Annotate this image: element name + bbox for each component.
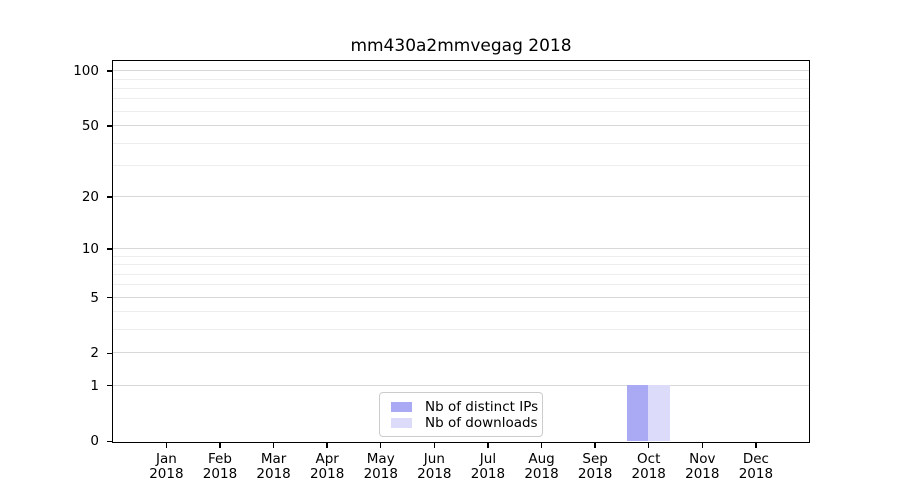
y-tick-label: 20 [81, 189, 99, 206]
bar-downloads [648, 385, 670, 441]
legend-label-downloads: Nb of downloads [425, 415, 538, 431]
x-tick-mark [701, 443, 703, 448]
minor-gridline [113, 284, 809, 286]
x-tick-month: Sep [582, 451, 608, 467]
minor-gridline [113, 273, 809, 275]
y-tick-label: 50 [81, 117, 99, 134]
x-tick-year: 2018 [577, 465, 613, 482]
x-tick-mark [326, 443, 328, 448]
x-axis: Jan 2018 Feb 2018 Mar 2018 Apr 2018 May 2018 Jun 20… [112, 443, 810, 498]
minor-gridline [113, 255, 809, 257]
x-tick-label: Aug 2018 [507, 452, 577, 481]
plot-area [112, 60, 810, 443]
x-tick-label: Jan 2018 [131, 452, 201, 481]
minor-gridline [113, 311, 809, 313]
x-tick-mark [380, 443, 382, 448]
y-tick-mark [107, 352, 112, 354]
major-gridline [113, 70, 809, 72]
x-tick-year: 2018 [631, 465, 666, 482]
minor-gridline [113, 142, 809, 144]
y-tick-mark [107, 125, 112, 127]
y-tick-label: 0 [90, 433, 99, 450]
minor-gridline [113, 264, 809, 266]
major-gridline [113, 248, 809, 250]
major-gridline [113, 296, 809, 298]
x-tick-year: 2018 [685, 465, 720, 482]
major-gridline [113, 125, 809, 127]
x-tick-month: Dec [742, 451, 769, 467]
major-gridline [113, 384, 809, 386]
y-tick-mark [107, 385, 112, 387]
minor-gridline [113, 87, 809, 89]
legend-swatch-distinct-ips [391, 402, 412, 412]
x-tick-year: 2018 [202, 465, 238, 482]
chart-title: mm430a2mmvegag 2018 [350, 36, 572, 56]
x-tick-month: Jun [423, 451, 445, 467]
minor-gridline [113, 164, 809, 166]
y-axis: 0 1 2 5 10 20 50 100 [0, 60, 112, 449]
legend: Nb of distinct IPs Nb of downloads [379, 392, 543, 437]
x-tick-year: 2018 [149, 465, 184, 482]
y-tick-label: 1 [90, 377, 99, 394]
x-tick-label: Oct 2018 [614, 452, 684, 481]
legend-item-downloads: Nb of downloads [391, 415, 538, 431]
legend-item-distinct-ips: Nb of distinct IPs [391, 399, 538, 415]
x-tick-mark [433, 443, 436, 448]
x-tick-label: Sep 2018 [560, 452, 630, 481]
x-tick-month: Jan [155, 451, 177, 467]
x-tick-year: 2018 [417, 465, 452, 482]
x-tick-year: 2018 [363, 465, 398, 482]
x-tick-month: May [366, 451, 395, 467]
x-tick-mark [219, 443, 221, 448]
y-tick-label: 100 [73, 63, 99, 80]
y-tick-mark [107, 296, 112, 299]
x-tick-year: 2018 [470, 465, 506, 482]
y-tick-mark [107, 440, 112, 443]
minor-gridline [113, 329, 809, 331]
x-tick-mark [594, 443, 596, 448]
x-tick-mark [648, 443, 650, 448]
x-tick-label: Jul 2018 [453, 452, 523, 481]
x-tick-label: May 2018 [346, 452, 416, 481]
x-tick-label: Nov 2018 [667, 452, 737, 481]
y-tick-label: 10 [81, 241, 99, 257]
x-tick-label: Jun 2018 [399, 452, 469, 481]
bar-distinct-ips [626, 385, 649, 441]
x-tick-month: Aug [528, 451, 555, 467]
x-tick-month: Jul [479, 451, 497, 467]
minor-gridline [113, 78, 809, 80]
x-tick-mark [165, 443, 168, 448]
x-tick-mark [272, 443, 275, 448]
x-tick-year: 2018 [309, 465, 345, 482]
x-tick-mark [755, 443, 757, 448]
x-tick-month: Apr [315, 451, 339, 467]
y-tick-mark [107, 70, 112, 72]
major-gridline [113, 196, 809, 198]
x-tick-year: 2018 [524, 465, 559, 482]
x-tick-label: Apr 2018 [292, 452, 362, 481]
x-tick-month: Mar [260, 451, 287, 467]
legend-label-distinct-ips: Nb of distinct IPs [425, 399, 539, 415]
x-tick-year: 2018 [256, 465, 291, 482]
x-tick-month: Feb [208, 451, 232, 467]
x-tick-month: Nov [689, 451, 716, 467]
y-tick-mark [107, 248, 112, 250]
legend-swatch-downloads [391, 418, 412, 428]
y-tick-mark [107, 196, 112, 198]
minor-gridline [113, 110, 809, 112]
x-tick-mark [540, 443, 543, 448]
x-tick-label: Feb 2018 [185, 452, 255, 481]
x-tick-label: Dec 2018 [721, 452, 791, 481]
x-tick-mark [487, 443, 489, 448]
x-tick-year: 2018 [738, 465, 774, 482]
x-tick-label: Mar 2018 [239, 452, 309, 481]
y-tick-label: 2 [90, 345, 99, 362]
major-gridline [113, 352, 809, 354]
y-tick-label: 5 [90, 289, 99, 306]
x-tick-month: Oct [637, 451, 661, 467]
minor-gridline [113, 98, 809, 100]
